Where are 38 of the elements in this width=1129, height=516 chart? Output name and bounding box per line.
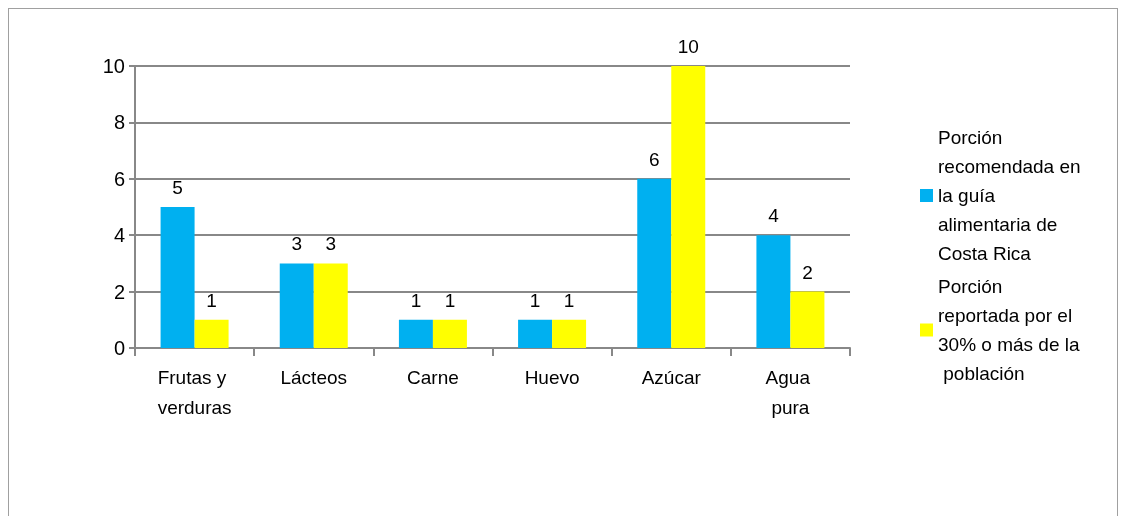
x-tick-label: Carne xyxy=(407,366,459,388)
data-label: 1 xyxy=(563,289,575,311)
legend-label: Porción reportada por el 30% o más de la población xyxy=(938,276,1080,384)
bar xyxy=(160,207,195,348)
data-label: 1 xyxy=(444,289,456,311)
bar xyxy=(790,291,825,348)
data-label: 1 xyxy=(410,289,422,311)
data-label: 3 xyxy=(325,233,337,255)
data-label: 1 xyxy=(529,289,541,311)
bar xyxy=(637,178,672,348)
data-label: 2 xyxy=(802,261,813,283)
bar xyxy=(756,235,791,348)
x-tick-label: Lácteos xyxy=(280,366,348,388)
data-label: 4 xyxy=(768,205,780,227)
x-tick-label: Agua pura xyxy=(765,366,816,418)
legend-label: Porción recomendada en la guía alimentaria de Costa Rica xyxy=(938,127,1086,264)
bar xyxy=(313,263,348,348)
x-tick-label: Azúcar xyxy=(641,366,702,388)
y-tick-label: 2 xyxy=(113,280,125,303)
y-tick-label: 0 xyxy=(113,337,125,359)
data-label: 1 xyxy=(206,289,217,311)
bar xyxy=(552,319,587,348)
y-tick-label: 8 xyxy=(113,111,125,134)
bar xyxy=(194,319,229,348)
bar xyxy=(279,263,314,348)
bar xyxy=(518,319,553,348)
data-label: 6 xyxy=(648,148,660,170)
y-tick-label: 10 xyxy=(102,55,125,77)
bar xyxy=(432,319,467,348)
data-label: 10 xyxy=(677,36,699,57)
data-label: 5 xyxy=(172,177,183,198)
y-tick-label: 4 xyxy=(113,224,125,247)
x-tick-label: Huevo xyxy=(524,366,580,388)
bar xyxy=(398,319,433,348)
bar xyxy=(671,66,706,348)
y-tick-label: 6 xyxy=(113,167,125,190)
data-label: 3 xyxy=(291,233,303,255)
x-tick-label: Frutas y verduras xyxy=(157,366,232,418)
